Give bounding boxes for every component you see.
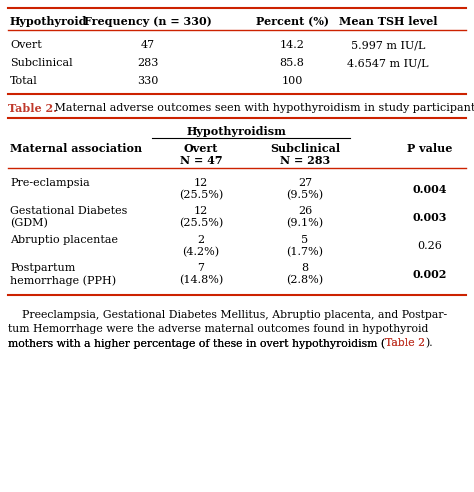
Text: 4.6547 m IU/L: 4.6547 m IU/L	[347, 58, 429, 68]
Text: Abruptio placentae: Abruptio placentae	[10, 235, 118, 245]
Text: 0.002: 0.002	[413, 269, 447, 280]
Text: Maternal association: Maternal association	[10, 143, 142, 154]
Text: Subclinical: Subclinical	[10, 58, 73, 68]
Text: 14.2: 14.2	[280, 40, 304, 50]
Text: Subclinical: Subclinical	[270, 143, 340, 154]
Text: 85.8: 85.8	[280, 58, 304, 68]
Text: P value: P value	[407, 143, 453, 154]
Text: 330: 330	[137, 76, 159, 86]
Text: 0.003: 0.003	[413, 212, 447, 223]
Text: ).: ).	[425, 338, 433, 348]
Text: 8: 8	[301, 263, 309, 273]
Text: 12: 12	[194, 178, 208, 188]
Text: N = 283: N = 283	[280, 155, 330, 166]
Text: 7: 7	[198, 263, 204, 273]
Text: hemorrhage (PPH): hemorrhage (PPH)	[10, 275, 116, 285]
Text: Table 2.: Table 2.	[8, 103, 57, 114]
Text: 2: 2	[198, 235, 205, 245]
Text: Mean TSH level: Mean TSH level	[339, 16, 437, 27]
Text: Frequency (n = 330): Frequency (n = 330)	[84, 16, 212, 27]
Text: (4.2%): (4.2%)	[182, 247, 219, 257]
Text: Table 2: Table 2	[385, 338, 425, 348]
Text: (25.5%): (25.5%)	[179, 190, 223, 200]
Text: mothers with a higher percentage of these in overt hypothyroidism (: mothers with a higher percentage of thes…	[8, 338, 385, 348]
Text: 100: 100	[281, 76, 303, 86]
Text: 27: 27	[298, 178, 312, 188]
Text: (1.7%): (1.7%)	[286, 247, 323, 257]
Text: mothers with a higher percentage of these in overt hypothyroidism (: mothers with a higher percentage of thes…	[8, 338, 385, 348]
Text: Pre-eclampsia: Pre-eclampsia	[10, 178, 90, 188]
Text: N = 47: N = 47	[180, 155, 222, 166]
Text: tum Hemorrhage were the adverse maternal outcomes found in hypothyroid: tum Hemorrhage were the adverse maternal…	[8, 324, 428, 334]
Text: 5.997 m IU/L: 5.997 m IU/L	[351, 40, 425, 50]
Text: Total: Total	[10, 76, 38, 86]
Text: Hypothyroid: Hypothyroid	[10, 16, 88, 27]
Text: 5: 5	[301, 235, 309, 245]
Text: (GDM): (GDM)	[10, 218, 48, 228]
Text: 26: 26	[298, 206, 312, 216]
Text: Gestational Diabetes: Gestational Diabetes	[10, 206, 128, 216]
Text: 12: 12	[194, 206, 208, 216]
Text: (2.8%): (2.8%)	[286, 275, 324, 285]
Text: Percent (%): Percent (%)	[255, 16, 328, 27]
Text: (25.5%): (25.5%)	[179, 218, 223, 228]
Text: 47: 47	[141, 40, 155, 50]
Text: (14.8%): (14.8%)	[179, 275, 223, 285]
Text: (9.5%): (9.5%)	[286, 190, 324, 200]
Text: Overt: Overt	[184, 143, 218, 154]
Text: Overt: Overt	[10, 40, 42, 50]
Text: 0.26: 0.26	[418, 241, 442, 251]
Text: 0.004: 0.004	[413, 184, 447, 195]
Text: (9.1%): (9.1%)	[286, 218, 324, 228]
Text: Table 2: Table 2	[385, 338, 425, 348]
Text: Postpartum: Postpartum	[10, 263, 75, 273]
Text: 283: 283	[137, 58, 159, 68]
Text: Hypothyroidism: Hypothyroidism	[186, 126, 286, 137]
Text: Preeclampsia, Gestational Diabetes Mellitus, Abruptio placenta, and Postpar-: Preeclampsia, Gestational Diabetes Melli…	[8, 310, 447, 320]
Text: Maternal adverse outcomes seen with hypothyroidism in study participants.: Maternal adverse outcomes seen with hypo…	[51, 103, 474, 113]
